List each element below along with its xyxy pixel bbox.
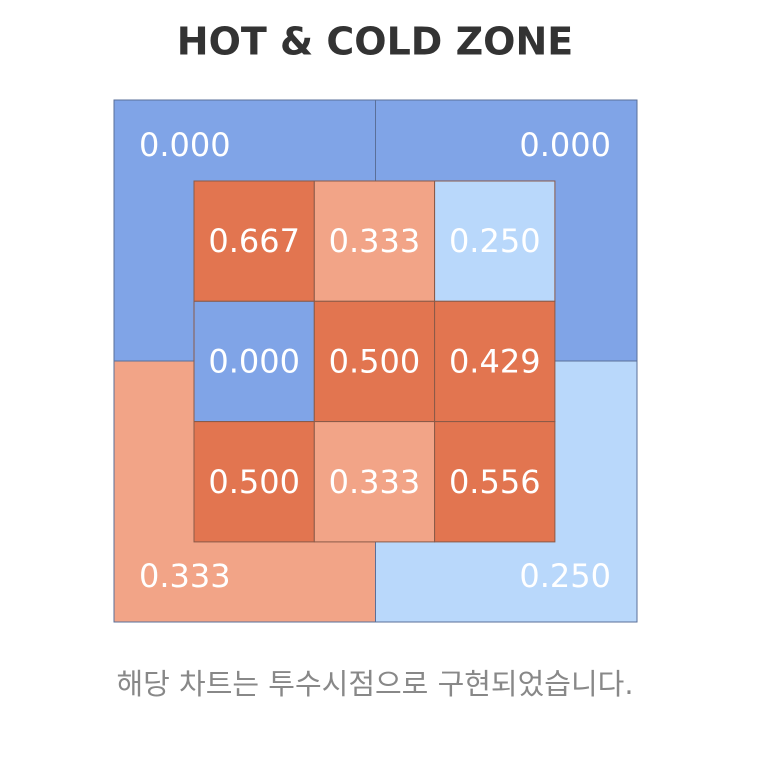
inner-value-label: 0.250 <box>449 222 541 260</box>
caption: 해당 차트는 투수시점으로 구현되었습니다. <box>116 667 633 701</box>
inner-value-label: 0.333 <box>329 222 421 260</box>
inner-value-label: 0.429 <box>449 342 541 380</box>
inner-value-label: 0.333 <box>329 463 421 501</box>
inner-zone <box>313 421 436 543</box>
outer-value-label: 0.250 <box>519 557 611 595</box>
inner-value-label: 0.556 <box>449 463 541 501</box>
inner-zone <box>434 300 556 423</box>
inner-zone <box>193 300 315 423</box>
chart-title: HOT & COLD ZONE <box>177 20 573 64</box>
inner-value-label: 0.667 <box>208 222 300 260</box>
outer-value-label: 0.000 <box>519 126 611 164</box>
inner-value-label: 0.500 <box>329 342 421 380</box>
inner-zone <box>193 180 315 302</box>
outer-value-label: 0.333 <box>139 557 231 595</box>
inner-zone <box>313 180 436 302</box>
inner-zone <box>434 421 556 543</box>
inner-value-label: 0.500 <box>208 463 300 501</box>
inner-value-label: 0.000 <box>208 342 300 380</box>
outer-value-label: 0.000 <box>139 126 231 164</box>
